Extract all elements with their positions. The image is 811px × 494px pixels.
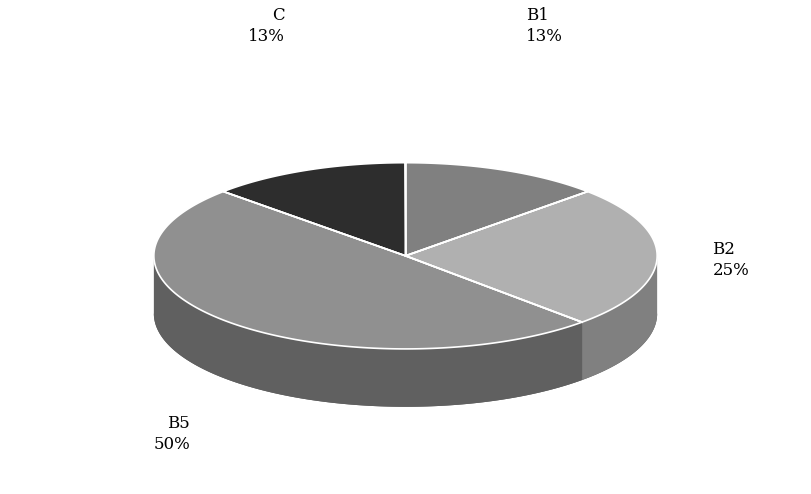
Polygon shape (154, 256, 582, 407)
Polygon shape (582, 256, 657, 380)
Text: B2
25%: B2 25% (713, 241, 749, 279)
Polygon shape (154, 192, 582, 349)
Text: B5
50%: B5 50% (153, 415, 190, 453)
Polygon shape (224, 163, 406, 256)
Polygon shape (154, 314, 657, 407)
Polygon shape (406, 256, 582, 380)
Polygon shape (406, 192, 657, 322)
Polygon shape (406, 163, 587, 256)
Polygon shape (406, 256, 582, 380)
Text: C
13%: C 13% (248, 7, 285, 45)
Text: B1
13%: B1 13% (526, 7, 563, 45)
